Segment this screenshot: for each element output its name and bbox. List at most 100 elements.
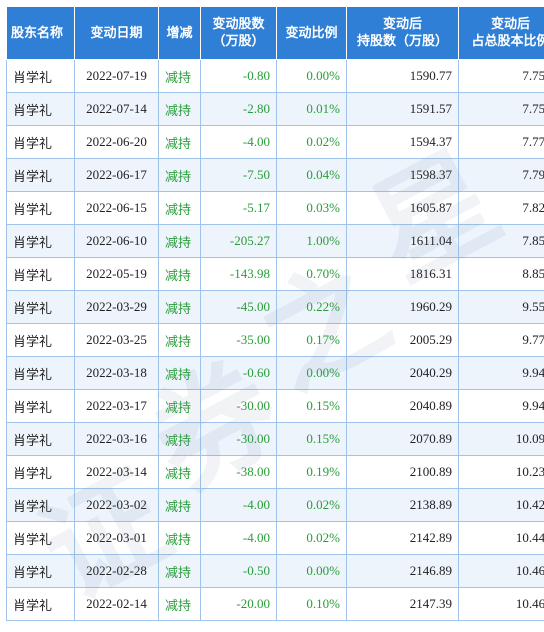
col-post-holdings-header: 变动后持股数（万股） (347, 7, 459, 60)
post-percentage-cell: 9.77% (459, 324, 544, 357)
post-percentage-cell: 7.79% (459, 159, 544, 192)
col-change-ratio-header: 变动比例 (277, 7, 347, 60)
change-date-cell: 2022-06-15 (75, 192, 159, 225)
post-percentage-cell: 7.77% (459, 126, 544, 159)
direction-cell: 减持 (159, 60, 201, 93)
shareholder-name-cell: 肖学礼 (7, 522, 75, 555)
post-holdings-cell: 2040.29 (347, 357, 459, 390)
change-ratio-cell: 0.02% (277, 522, 347, 555)
direction-cell: 减持 (159, 258, 201, 291)
change-shares-cell: -30.00 (201, 390, 277, 423)
col-post-percentage-header: 变动后占总股本比例 (459, 7, 544, 60)
change-ratio-cell: 0.22% (277, 291, 347, 324)
direction-cell: 减持 (159, 324, 201, 357)
change-ratio-cell: 0.02% (277, 126, 347, 159)
shareholder-name-cell: 肖学礼 (7, 60, 75, 93)
holding-changes-table-wrapper: 股东名称变动日期增减变动股数（万股）变动比例变动后持股数（万股）变动后占总股本比… (6, 6, 538, 621)
change-ratio-cell: 0.15% (277, 390, 347, 423)
change-shares-cell: -2.80 (201, 93, 277, 126)
post-percentage-cell: 7.75% (459, 93, 544, 126)
shareholder-name-cell: 肖学礼 (7, 489, 75, 522)
post-percentage-cell: 10.23% (459, 456, 544, 489)
holding-changes-table: 股东名称变动日期增减变动股数（万股）变动比例变动后持股数（万股）变动后占总股本比… (6, 6, 544, 621)
post-holdings-cell: 2142.89 (347, 522, 459, 555)
direction-cell: 减持 (159, 126, 201, 159)
col-change-date-header: 变动日期 (75, 7, 159, 60)
post-holdings-cell: 1590.77 (347, 60, 459, 93)
post-holdings-cell: 1594.37 (347, 126, 459, 159)
post-percentage-cell: 7.75% (459, 60, 544, 93)
header-label: 占总股本比例 (463, 33, 544, 50)
change-shares-cell: -4.00 (201, 489, 277, 522)
post-holdings-cell: 1605.87 (347, 192, 459, 225)
table-body: 肖学礼2022-07-19减持-0.800.00%1590.777.75%肖学礼… (7, 60, 544, 621)
col-direction-header: 增减 (159, 7, 201, 60)
col-change-shares-header: 变动股数（万股） (201, 7, 277, 60)
change-date-cell: 2022-06-20 (75, 126, 159, 159)
change-shares-cell: -205.27 (201, 225, 277, 258)
shareholder-name-cell: 肖学礼 (7, 390, 75, 423)
change-date-cell: 2022-06-17 (75, 159, 159, 192)
post-holdings-cell: 2146.89 (347, 555, 459, 588)
shareholder-name-cell: 肖学礼 (7, 258, 75, 291)
change-date-cell: 2022-06-10 (75, 225, 159, 258)
shareholder-name-cell: 肖学礼 (7, 291, 75, 324)
post-holdings-cell: 1960.29 (347, 291, 459, 324)
direction-cell: 减持 (159, 225, 201, 258)
change-date-cell: 2022-02-14 (75, 588, 159, 621)
post-percentage-cell: 10.09% (459, 423, 544, 456)
header-label: 变动股数 (205, 16, 272, 33)
change-shares-cell: -0.50 (201, 555, 277, 588)
direction-cell: 减持 (159, 423, 201, 456)
change-ratio-cell: 0.70% (277, 258, 347, 291)
direction-cell: 减持 (159, 291, 201, 324)
post-holdings-cell: 2138.89 (347, 489, 459, 522)
change-shares-cell: -143.98 (201, 258, 277, 291)
direction-cell: 减持 (159, 555, 201, 588)
change-date-cell: 2022-07-19 (75, 60, 159, 93)
change-shares-cell: -0.60 (201, 357, 277, 390)
change-date-cell: 2022-03-01 (75, 522, 159, 555)
header-label: 变动日期 (79, 25, 154, 42)
post-holdings-cell: 1598.37 (347, 159, 459, 192)
change-shares-cell: -30.00 (201, 423, 277, 456)
change-ratio-cell: 0.19% (277, 456, 347, 489)
shareholder-name-cell: 肖学礼 (7, 588, 75, 621)
change-date-cell: 2022-03-25 (75, 324, 159, 357)
shareholder-name-cell: 肖学礼 (7, 555, 75, 588)
shareholder-name-cell: 肖学礼 (7, 225, 75, 258)
direction-cell: 减持 (159, 588, 201, 621)
header-label: 变动后 (351, 16, 454, 33)
change-shares-cell: -38.00 (201, 456, 277, 489)
change-shares-cell: -5.17 (201, 192, 277, 225)
change-shares-cell: -20.00 (201, 588, 277, 621)
direction-cell: 减持 (159, 159, 201, 192)
change-ratio-cell: 0.10% (277, 588, 347, 621)
change-date-cell: 2022-03-29 (75, 291, 159, 324)
change-ratio-cell: 0.03% (277, 192, 347, 225)
change-date-cell: 2022-03-16 (75, 423, 159, 456)
direction-cell: 减持 (159, 390, 201, 423)
post-holdings-cell: 2147.39 (347, 588, 459, 621)
post-percentage-cell: 7.82% (459, 192, 544, 225)
direction-cell: 减持 (159, 489, 201, 522)
post-holdings-cell: 2005.29 (347, 324, 459, 357)
post-percentage-cell: 10.42% (459, 489, 544, 522)
header-label: 持股数（万股） (351, 33, 454, 50)
header-label: 股东名称 (11, 25, 70, 42)
shareholder-name-cell: 肖学礼 (7, 126, 75, 159)
direction-cell: 减持 (159, 357, 201, 390)
shareholder-name-cell: 肖学礼 (7, 357, 75, 390)
